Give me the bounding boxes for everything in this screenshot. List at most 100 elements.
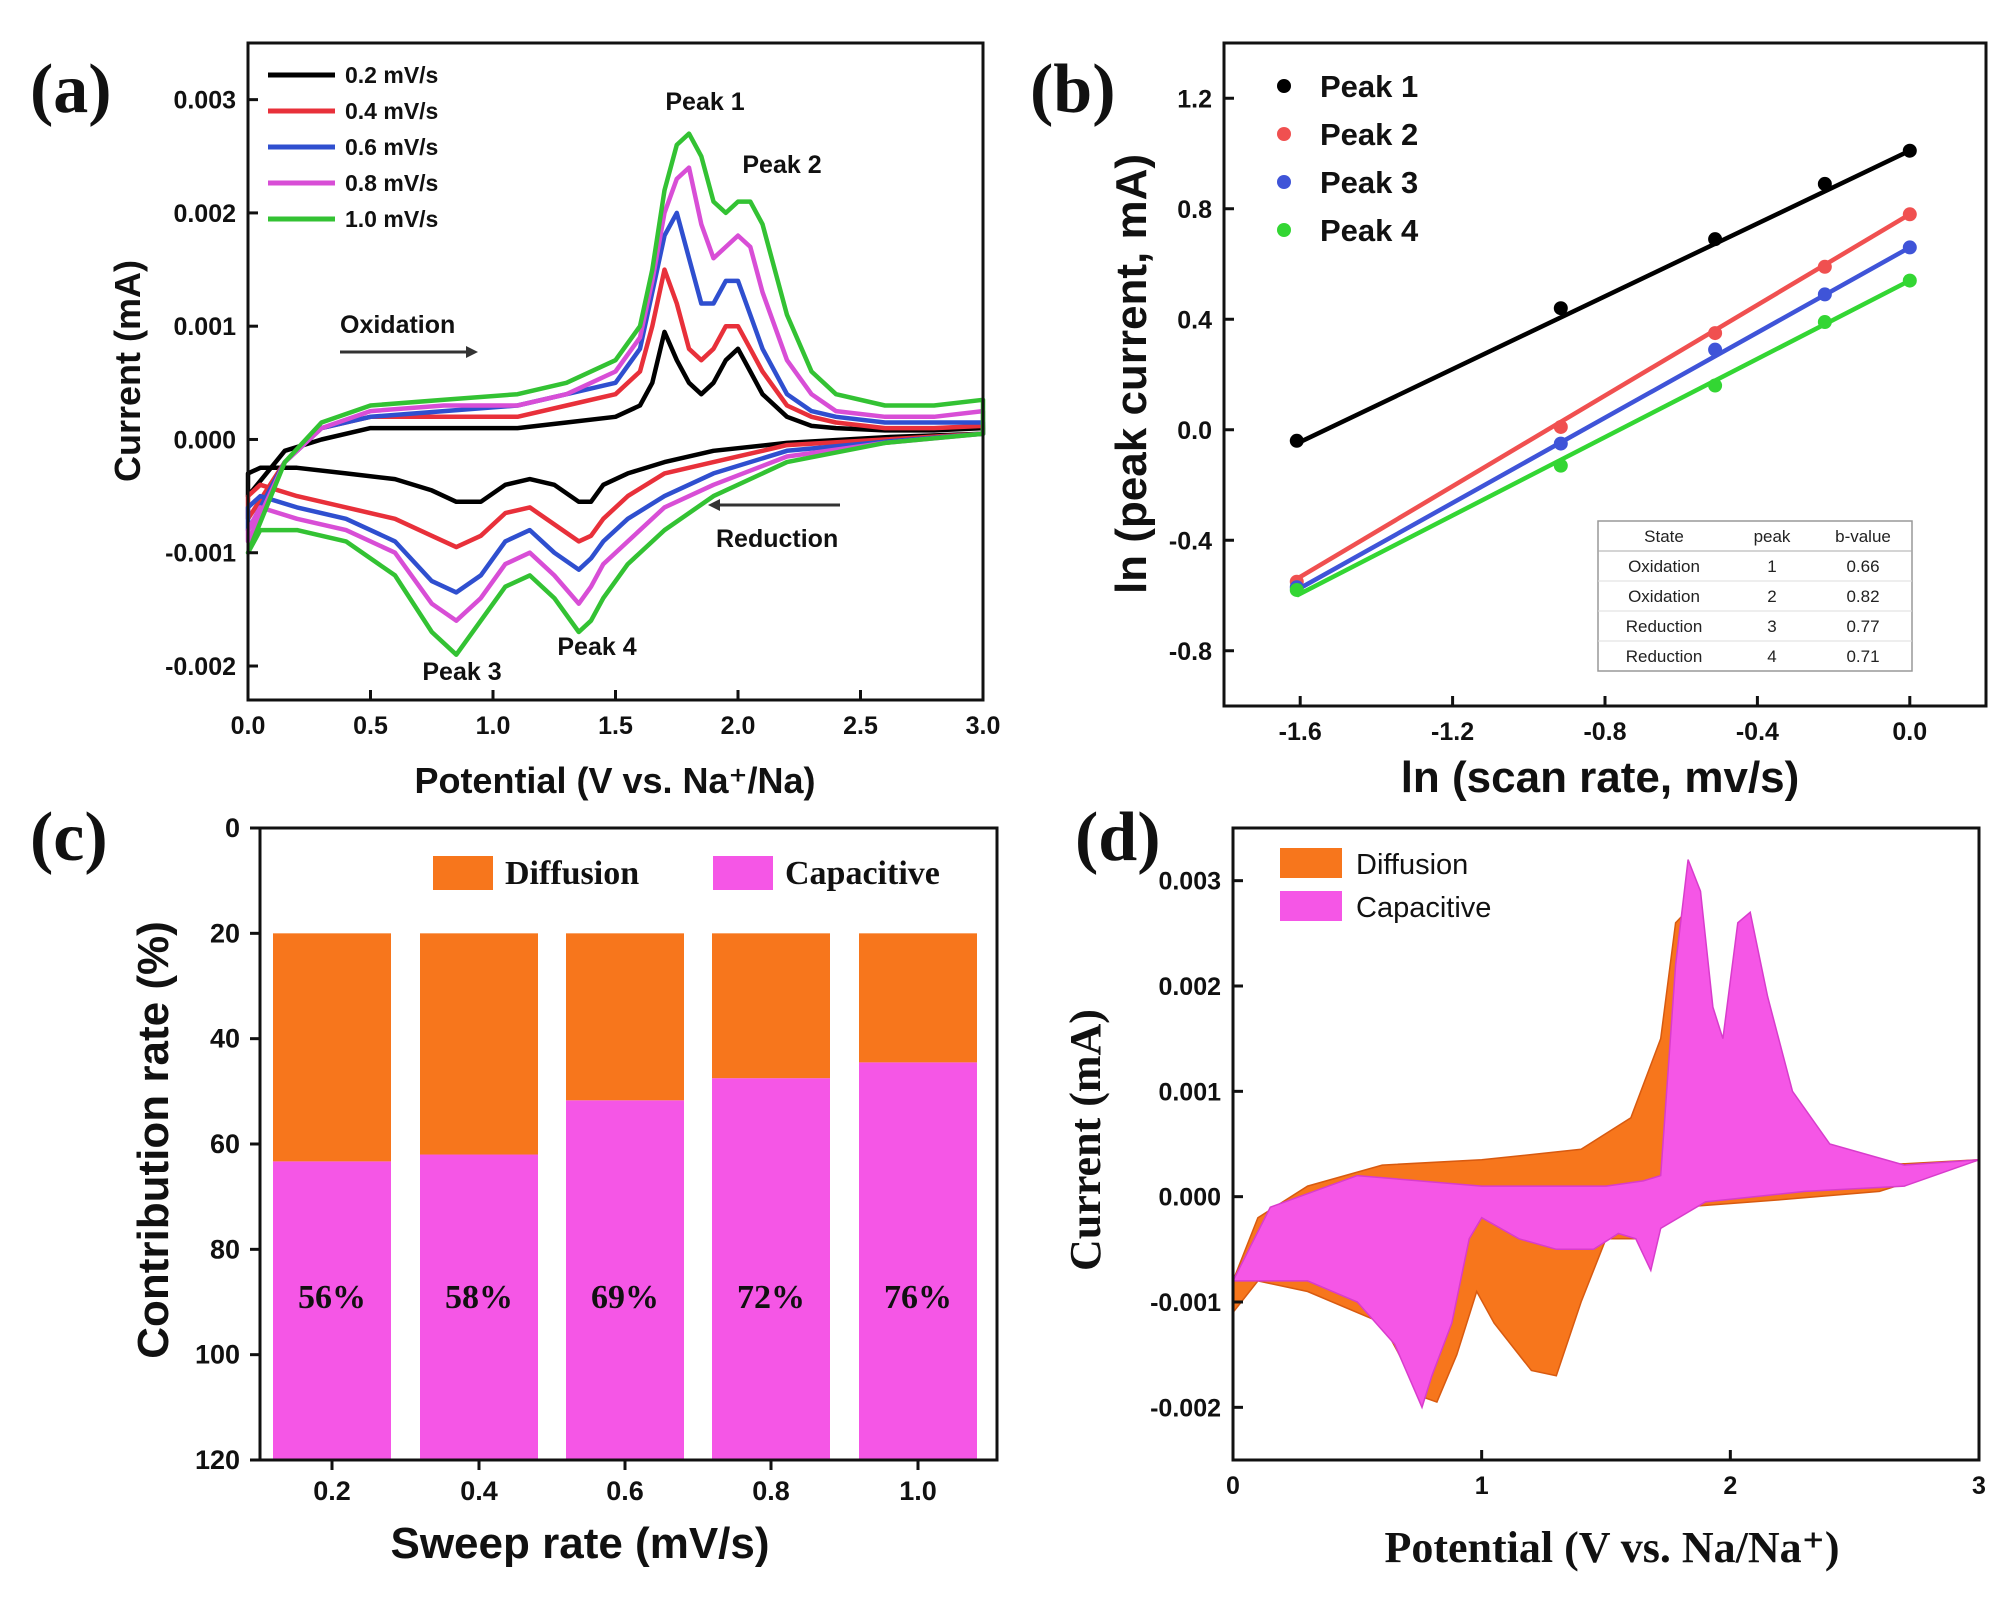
panel-c-bar-capacitive	[273, 1161, 391, 1460]
panel-a-ytick-label: 0.003	[173, 87, 236, 115]
panel-d-xtick-label: 1	[1475, 1472, 1489, 1500]
panel-b-point-peak3	[1817, 287, 1832, 302]
panel-d-label: (d)	[1075, 799, 1161, 876]
panel-b-table-cell: 0.71	[1846, 647, 1879, 666]
panel-b-ytick-label: 0.4	[1177, 306, 1212, 334]
panel-b-table-cell: 0.66	[1846, 557, 1879, 576]
panel-c-bar-diffusion	[712, 933, 830, 1079]
panel-c-ylabel: Contribution rate (%)	[129, 921, 178, 1359]
panel-c-bar-label: 69%	[591, 1279, 659, 1316]
panel-b-ytick-label: 0.8	[1177, 196, 1212, 224]
panel-a-cv-curve-1	[245, 329, 986, 505]
panel-b-bvalue-table: State peak b-value Oxidation 1 0.66 Oxidation 2…	[1597, 520, 1913, 672]
panel-c-legend-label-diffusion: Diffusion	[505, 855, 639, 892]
panel-b-table-cell: 2	[1767, 587, 1776, 606]
panel-c-xtick-label: 1.0	[899, 1476, 937, 1506]
panel-b-point-peak3	[1902, 240, 1917, 255]
panel-a-xtick-label: 2.5	[843, 712, 878, 740]
panel-d-legend-swatch-diffusion	[1280, 848, 1342, 878]
panel-b-xticks: -1.6 -1.2 -0.8 -0.4 0.0	[1279, 696, 1927, 746]
panel-b-point-peak2	[1553, 419, 1568, 434]
panel-a-xtick-label: 1.5	[598, 712, 633, 740]
panel-b-table-cell: 4	[1767, 647, 1776, 666]
panel-a: (a) 0.0 0.5 1.0 1.5 2.0 2.5 3.0 0.0030.0020.00…	[30, 41, 1001, 801]
panel-c-xlabel: Sweep rate (mV/s)	[390, 1519, 769, 1568]
panel-d-ytick-label: 0.002	[1158, 973, 1221, 1001]
panel-d-legend-label-capacitive: Capacitive	[1356, 892, 1491, 924]
panel-a-cv-curve-4	[245, 165, 986, 623]
panel-b-point-peak2	[1708, 326, 1723, 341]
panel-c-bar-capacitive	[566, 1100, 684, 1460]
panel-c-ytick-label: 80	[210, 1234, 240, 1264]
panel-c-xtick-label: 0.6	[606, 1476, 644, 1506]
panel-a-reduction-label: Reduction	[716, 525, 838, 553]
panel-c-ytick-label: 120	[195, 1445, 240, 1475]
panel-b-point-peak3	[1553, 436, 1568, 451]
panel-b-ytick-label: -0.8	[1169, 638, 1212, 666]
panel-b-ytick-label: 0.0	[1177, 417, 1212, 445]
panel-c-label: (c)	[30, 799, 108, 876]
panel-a-ytick-label: 0.002	[173, 200, 236, 228]
panel-b-table-header: b-value	[1835, 527, 1891, 546]
panel-c-legend-swatch-capacitive	[713, 856, 773, 890]
panel-b-table-cell: 0.82	[1846, 587, 1879, 606]
panel-c-bar-diffusion	[420, 933, 538, 1155]
panel-d-ytick-label: -0.001	[1150, 1289, 1221, 1317]
panel-b-legend-label: Peak 4	[1320, 213, 1419, 248]
panel-d-areas	[1231, 859, 1980, 1410]
panel-d-legend-label-diffusion: Diffusion	[1356, 849, 1468, 881]
panel-d-xlabel: Potential (V vs. Na/Na⁺)	[1384, 1523, 1839, 1572]
panel-b-table-cell: 1	[1767, 557, 1776, 576]
panel-b-table-cell: 0.77	[1846, 617, 1879, 636]
panel-a-cv-curve-3	[245, 210, 986, 595]
panel-b-xtick-label: -1.6	[1279, 718, 1322, 746]
panel-d-yticks: 0.003 0.002 0.001 0.000 -0.001 -0.002	[1150, 868, 1243, 1422]
panel-c-bar-capacitive	[712, 1078, 830, 1460]
panel-b-legend-marker	[1277, 127, 1291, 141]
panel-d-area-capacitive	[1231, 859, 1980, 1410]
panel-a-peak2-label: Peak 2	[742, 151, 821, 179]
panel-b-label: (b)	[1030, 51, 1116, 128]
panel-b-xtick-label: 0.0	[1892, 718, 1927, 746]
panel-d-frame	[1231, 826, 1981, 1462]
panel-c-ytick-label: 100	[195, 1340, 240, 1370]
panel-b-legend-marker	[1277, 223, 1291, 237]
panel-c-legend: Diffusion Capacitive	[433, 855, 940, 892]
panel-b-legend-label: Peak 1	[1320, 69, 1418, 104]
panel-d-ytick-label: 0.000	[1158, 1184, 1221, 1212]
panel-c-bars: 56% 58% 69% 72% 76%	[273, 933, 977, 1460]
panel-c-bar-capacitive	[420, 1154, 538, 1460]
panel-c-xtick-label: 0.8	[752, 1476, 790, 1506]
panel-b-xtick-label: -0.8	[1583, 718, 1626, 746]
panel-a-cv-curve-2	[245, 267, 986, 550]
panel-b-point-peak4	[1708, 378, 1723, 393]
panel-a-ylabel: Current (mA)	[107, 260, 148, 482]
panel-b-ytick-label: 1.2	[1177, 85, 1212, 113]
panel-a-peak4-label: Peak 4	[557, 633, 636, 661]
panel-b-plot	[1289, 143, 1917, 598]
panel-a-legend-label: 0.8 mV/s	[345, 170, 438, 196]
panel-b-point-peak2	[1902, 207, 1917, 222]
panel-d-xtick-label: 2	[1723, 1472, 1737, 1500]
panel-a-legend-label: 1.0 mV/s	[345, 206, 438, 232]
panel-b-table-cell: Reduction	[1626, 647, 1703, 666]
panel-c-legend-swatch-diffusion	[433, 856, 493, 890]
panel-a-legend-label: 0.6 mV/s	[345, 134, 438, 160]
panel-b-legend-label: Peak 3	[1320, 165, 1418, 200]
panel-c-ytick-label: 40	[210, 1024, 240, 1054]
panel-d-xtick-label: 3	[1972, 1472, 1986, 1500]
panel-b-point-peak1	[1708, 232, 1723, 247]
panel-c-bar-diffusion	[273, 933, 391, 1162]
panel-a-xtick-label: 3.0	[966, 712, 1001, 740]
panel-b-legend: Peak 1 Peak 2 Peak 3 Peak 4	[1277, 69, 1419, 248]
panel-b-table-header: State	[1644, 527, 1684, 546]
panel-b-point-peak4	[1289, 582, 1304, 597]
panel-c-xtick-label: 0.2	[313, 1476, 351, 1506]
panel-c-legend-label-capacitive: Capacitive	[785, 855, 940, 892]
panel-b-fit-line-1	[1295, 148, 1911, 446]
panel-a-label: (a)	[30, 51, 112, 128]
panel-b-ylabel: ln (peak current, mA)	[1107, 154, 1156, 594]
panel-b-table-cell: 3	[1767, 617, 1776, 636]
panel-c-yticks: 120 100 80 60 40 20 0	[195, 813, 260, 1475]
panel-b: (b) -1.6 -1.2 -0.8 -0.4 0.0 1.2 0.8 0.4 0.0 -0.4…	[1030, 41, 1988, 802]
